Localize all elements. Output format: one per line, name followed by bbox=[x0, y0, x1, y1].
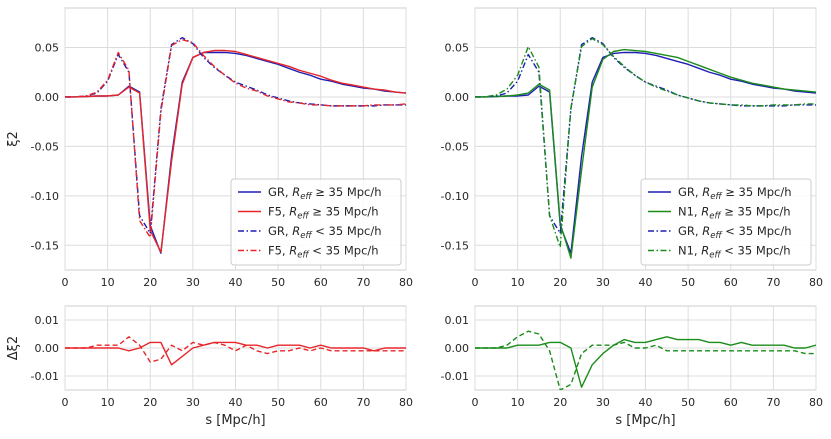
series-line-1 bbox=[65, 336, 406, 363]
x-tick-label: 80 bbox=[399, 276, 413, 289]
series-line-1 bbox=[475, 48, 816, 259]
x-tick-label: 0 bbox=[62, 276, 69, 289]
x-tick-label: 50 bbox=[681, 396, 695, 409]
y-axis-label: ξ2 bbox=[6, 131, 21, 147]
x-tick-label: 40 bbox=[229, 396, 243, 409]
x-tick-label: 10 bbox=[511, 396, 525, 409]
x-tick-label: 0 bbox=[472, 396, 479, 409]
y-tick-label: -0.05 bbox=[441, 140, 469, 153]
x-tick-label: 0 bbox=[472, 276, 479, 289]
legend-entry: GR, Reff < 35 Mpc/h bbox=[268, 224, 382, 241]
y-tick-label: 0.05 bbox=[35, 42, 60, 55]
y-tick-label: -0.15 bbox=[441, 239, 469, 252]
y-tick-label: -0.01 bbox=[31, 370, 59, 383]
series-line-0 bbox=[475, 51, 816, 254]
x-tick-label: 80 bbox=[399, 396, 413, 409]
legend-entry: F5, Reff < 35 Mpc/h bbox=[268, 244, 379, 261]
panel-left-bottom: 0 10 20 30 40 50 60 70 80 0.01 0.00 -0.01 Δξ2 s [Mpc/… bbox=[6, 305, 413, 428]
x-tick-label: 20 bbox=[553, 396, 567, 409]
y-tick-label: -0.01 bbox=[441, 370, 469, 383]
x-tick-label: 50 bbox=[271, 276, 285, 289]
y-tick-label: 0.00 bbox=[445, 342, 470, 355]
x-tick-label: 20 bbox=[143, 276, 157, 289]
legend-box bbox=[640, 178, 812, 266]
legend-entry: F5, Reff ≥ 35 Mpc/h bbox=[268, 205, 379, 222]
y-tick-label: 0.01 bbox=[35, 314, 60, 327]
series-line-3 bbox=[475, 37, 816, 248]
y-tick-label: -0.10 bbox=[441, 190, 469, 203]
x-tick-label: 30 bbox=[596, 276, 610, 289]
legend-entry: GR, Reff ≥ 35 Mpc/h bbox=[678, 185, 792, 202]
legend-entry: GR, Reff ≥ 35 Mpc/h bbox=[268, 185, 382, 202]
x-tick-label: 0 bbox=[62, 396, 69, 409]
legend-entry: GR, Reff < 35 Mpc/h bbox=[678, 224, 792, 241]
x-tick-label: 20 bbox=[143, 396, 157, 409]
series-line-1 bbox=[65, 49, 406, 253]
x-axis-label: s [Mpc/h] bbox=[205, 413, 265, 428]
y-tick-label: 0.01 bbox=[445, 314, 470, 327]
x-tick-label: 40 bbox=[229, 276, 243, 289]
x-tick-label: 20 bbox=[553, 276, 567, 289]
x-tick-label: 30 bbox=[596, 396, 610, 409]
y-tick-label: 0.00 bbox=[445, 91, 470, 104]
y-tick-label: -0.15 bbox=[31, 239, 59, 252]
x-tick-label: 80 bbox=[809, 276, 823, 289]
series-line-0 bbox=[65, 341, 406, 366]
y-tick-label: -0.10 bbox=[31, 190, 59, 203]
legend-box bbox=[230, 178, 402, 266]
y-tick-label: -0.05 bbox=[31, 140, 59, 153]
legend-entry: N1, Reff ≥ 35 Mpc/h bbox=[678, 205, 791, 222]
legend-entry: N1, Reff < 35 Mpc/h bbox=[678, 244, 791, 261]
x-axis-label: s [Mpc/h] bbox=[615, 413, 675, 428]
x-tick-label: 60 bbox=[724, 276, 738, 289]
legend: GR, Reff ≥ 35 Mpc/h N1, Reff ≥ 35 Mpc/h GR… bbox=[640, 178, 812, 266]
x-tick-label: 60 bbox=[314, 396, 328, 409]
series-line-0 bbox=[475, 336, 816, 388]
x-tick-label: 10 bbox=[101, 276, 115, 289]
y-axis-label: Δξ2 bbox=[6, 336, 21, 360]
x-tick-label: 10 bbox=[511, 276, 525, 289]
x-tick-label: 30 bbox=[186, 276, 200, 289]
x-tick-label: 70 bbox=[766, 396, 780, 409]
series-line-1 bbox=[475, 330, 816, 390]
panel-right-top: 0 10 20 30 40 50 60 70 80 0.05 0.00 -0.05 -0.10 -0.15… bbox=[441, 7, 823, 289]
x-tick-label: 70 bbox=[356, 276, 370, 289]
panel-right-bottom: 0 10 20 30 40 50 60 70 80 0.01 0.00 -0.01 s [Mpc/h] bbox=[441, 305, 823, 428]
x-tick-label: 50 bbox=[681, 276, 695, 289]
panel-left-top: 0 10 20 30 40 50 60 70 80 0.05 0.00 -0.05 -0.10 -0.15… bbox=[6, 7, 413, 289]
legend: GR, Reff ≥ 35 Mpc/h F5, Reff ≥ 35 Mpc/h GR… bbox=[230, 178, 402, 266]
x-tick-label: 60 bbox=[724, 396, 738, 409]
x-tick-label: 30 bbox=[186, 396, 200, 409]
x-tick-label: 50 bbox=[271, 396, 285, 409]
x-tick-label: 80 bbox=[809, 396, 823, 409]
x-tick-label: 40 bbox=[639, 276, 653, 289]
y-tick-label: 0.00 bbox=[35, 342, 60, 355]
x-tick-label: 70 bbox=[356, 396, 370, 409]
x-tick-label: 10 bbox=[101, 396, 115, 409]
x-tick-label: 70 bbox=[766, 276, 780, 289]
x-tick-label: 60 bbox=[314, 276, 328, 289]
y-tick-label: 0.05 bbox=[445, 42, 470, 55]
series-line-2 bbox=[65, 36, 406, 235]
x-tick-label: 40 bbox=[639, 396, 653, 409]
y-tick-label: 0.00 bbox=[35, 91, 60, 104]
